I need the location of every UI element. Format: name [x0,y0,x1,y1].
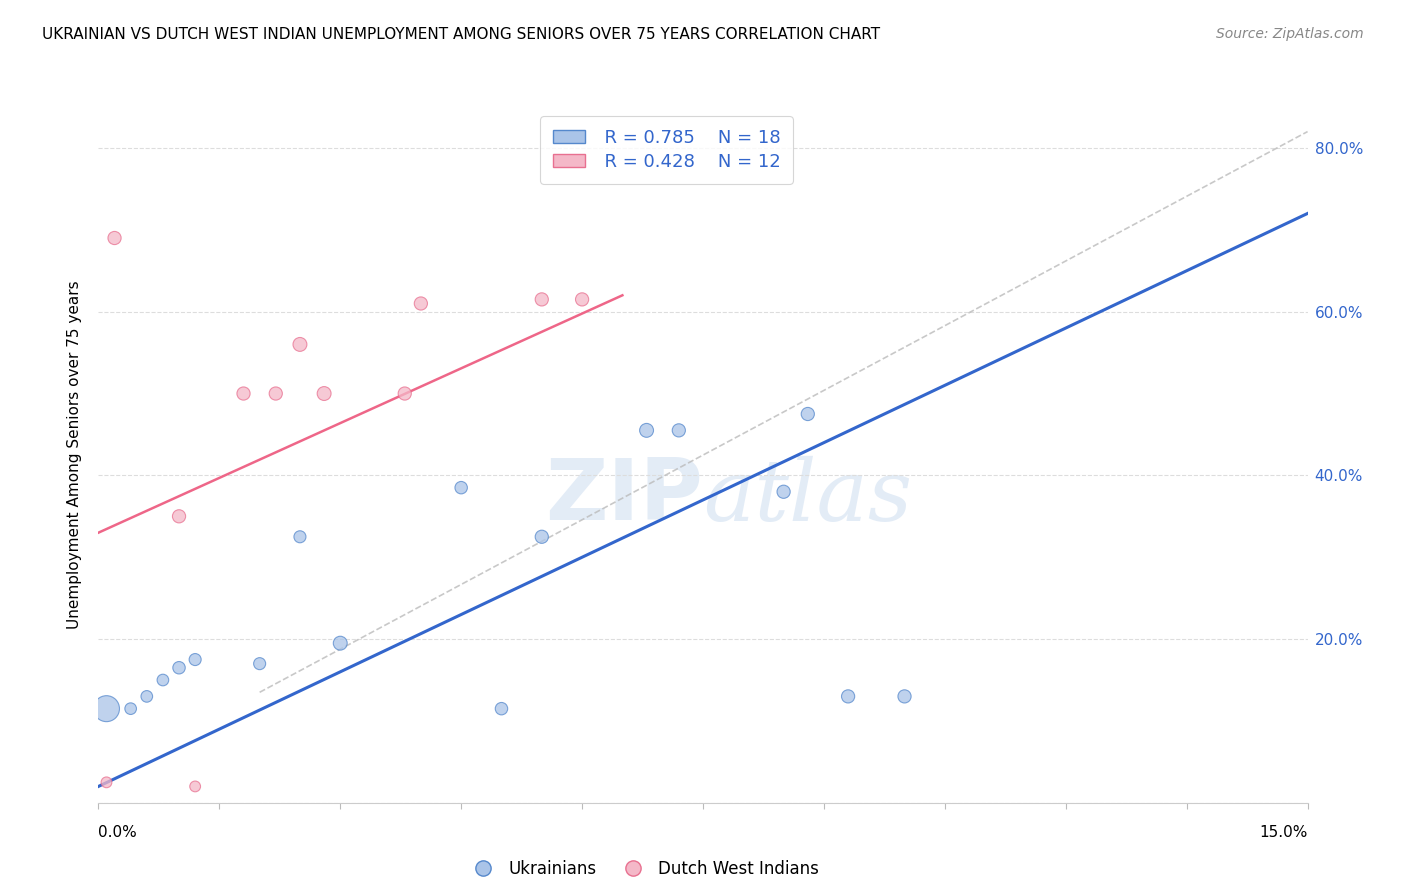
Legend: Ukrainians, Dutch West Indians: Ukrainians, Dutch West Indians [460,854,825,885]
Point [571,293,593,307]
Text: 0.0%: 0.0% [98,825,138,840]
Point [103,231,125,245]
Point [530,530,553,544]
Point [530,293,553,307]
Point [152,673,174,687]
Point [232,386,254,401]
Point [772,484,794,499]
Point [264,386,287,401]
Point [314,386,336,401]
Point [668,423,690,437]
Point [288,337,311,351]
Y-axis label: Unemployment Among Seniors over 75 years: Unemployment Among Seniors over 75 years [67,281,83,629]
Point [135,690,157,704]
Text: Source: ZipAtlas.com: Source: ZipAtlas.com [1216,27,1364,41]
Point [167,509,190,524]
Point [184,652,207,666]
Point [409,296,432,310]
Text: 15.0%: 15.0% [1260,825,1308,840]
Point [329,636,352,650]
Point [837,690,859,704]
Point [249,657,271,671]
Point [96,701,118,715]
Point [797,407,820,421]
Text: atlas: atlas [703,455,912,538]
Point [96,775,118,789]
Point [120,701,142,715]
Point [184,780,207,794]
Point [491,701,513,715]
Point [394,386,416,401]
Point [636,423,658,437]
Text: UKRAINIAN VS DUTCH WEST INDIAN UNEMPLOYMENT AMONG SENIORS OVER 75 YEARS CORRELAT: UKRAINIAN VS DUTCH WEST INDIAN UNEMPLOYM… [42,27,880,42]
Text: ZIP: ZIP [546,455,703,538]
Point [893,690,915,704]
Point [288,530,311,544]
Point [450,481,472,495]
Point [167,661,190,675]
